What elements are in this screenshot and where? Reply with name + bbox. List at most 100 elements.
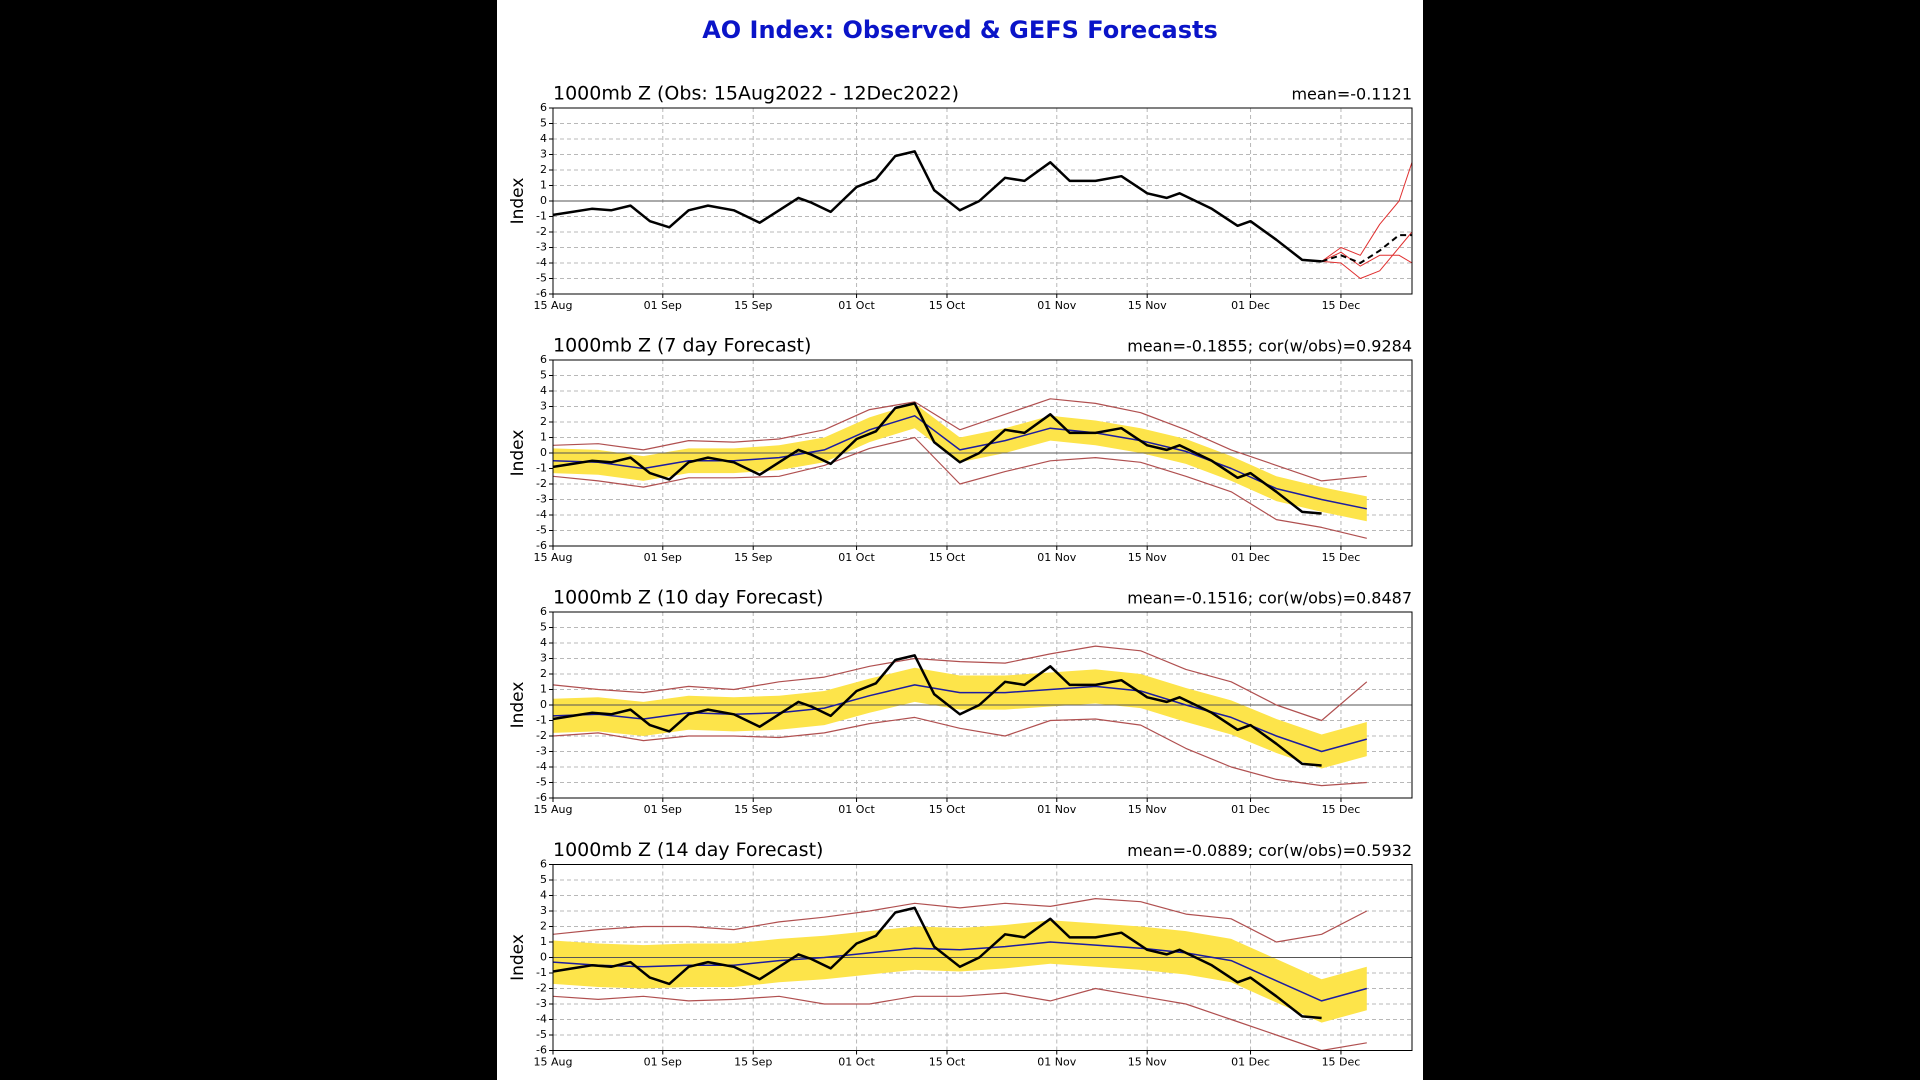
y-tick-label: -1 xyxy=(536,462,547,475)
plot-frame xyxy=(552,611,1413,799)
series-line xyxy=(553,150,1322,263)
plot-frame xyxy=(552,359,1413,547)
y-tick-label: 1 xyxy=(540,431,547,444)
series-line xyxy=(1321,251,1412,267)
y-tick-label: 5 xyxy=(540,873,547,886)
series-line xyxy=(553,684,1367,753)
series-line xyxy=(553,987,1367,1051)
x-tick-label: 15 Sep xyxy=(734,551,772,564)
x-tick-label: 15 Nov xyxy=(1128,1056,1167,1069)
x-tick-label: 15 Oct xyxy=(929,1056,966,1069)
x-tick-label: 01 Oct xyxy=(838,299,875,312)
x-tick-label: 01 Sep xyxy=(644,551,682,564)
spread-band xyxy=(553,920,1367,1023)
panel-stat: mean=-0.0889; cor(w/obs)=0.5932 xyxy=(1127,841,1412,860)
y-tick-label: -2 xyxy=(536,477,547,490)
x-tick-label: 01 Oct xyxy=(838,1056,875,1069)
y-tick-label: 4 xyxy=(540,889,547,902)
x-tick-label: 01 Nov xyxy=(1037,551,1076,564)
y-tick-label: 3 xyxy=(540,148,547,161)
x-tick-label: 15 Nov xyxy=(1128,299,1167,312)
series-line xyxy=(1321,231,1412,279)
panel-title: 1000mb Z (14 day Forecast) xyxy=(553,839,823,861)
x-tick-label: 15 Nov xyxy=(1128,803,1167,816)
x-tick-label: 15 Sep xyxy=(734,803,772,816)
y-tick-label: -2 xyxy=(536,982,547,995)
y-tick-label: 5 xyxy=(540,369,547,382)
y-tick-label: 3 xyxy=(540,400,547,413)
y-tick-label: 6 xyxy=(540,858,547,871)
plot-frame xyxy=(552,864,1413,1051)
panel-stat: mean=-0.1121 xyxy=(1291,85,1412,104)
y-tick-label: -5 xyxy=(536,776,547,789)
y-tick-label: -6 xyxy=(536,539,547,552)
y-tick-label: -1 xyxy=(536,966,547,979)
x-tick-label: 01 Nov xyxy=(1037,299,1076,312)
y-tick-label: 1 xyxy=(540,935,547,948)
plot-area xyxy=(553,898,1412,1051)
y-tick-label: -5 xyxy=(536,1028,547,1041)
y-tick-label: 2 xyxy=(540,920,547,933)
panel-title: 1000mb Z (Obs: 15Aug2022 - 12Dec2022) xyxy=(553,83,959,105)
y-tick-label: 0 xyxy=(540,194,547,207)
x-tick-label: 15 Dec xyxy=(1322,551,1361,564)
x-tick-label: 15 Dec xyxy=(1322,803,1361,816)
x-tick-label: 15 Oct xyxy=(929,803,966,816)
series-line xyxy=(1321,162,1412,262)
y-tick-label: 2 xyxy=(540,667,547,680)
x-tick-label: 15 Aug xyxy=(534,299,573,312)
y-tick-label: 2 xyxy=(540,415,547,428)
x-tick-label: 15 Sep xyxy=(734,299,772,312)
x-tick-label: 01 Sep xyxy=(644,803,682,816)
y-tick-label: 1 xyxy=(540,179,547,192)
x-tick-label: 15 Oct xyxy=(929,551,966,564)
series-line xyxy=(553,906,1322,1020)
y-tick-label: 6 xyxy=(540,101,547,114)
series-line xyxy=(553,398,1367,482)
y-tick-label: 5 xyxy=(540,117,547,130)
x-tick-label: 15 Aug xyxy=(534,1056,573,1069)
y-tick-label: 5 xyxy=(540,621,547,634)
y-tick-label: -1 xyxy=(536,714,547,727)
y-tick-label: 3 xyxy=(540,652,547,665)
panel-title: 1000mb Z (7 day Forecast) xyxy=(553,335,811,357)
y-tick-label: -1 xyxy=(536,210,547,223)
y-tick-label: 6 xyxy=(540,353,547,366)
y-tick-label: -3 xyxy=(536,493,547,506)
figure-title: AO Index: Observed & GEFS Forecasts xyxy=(702,16,1218,44)
y-tick-label: -4 xyxy=(536,1013,547,1026)
x-tick-label: 01 Dec xyxy=(1231,803,1270,816)
x-tick-label: 15 Aug xyxy=(534,551,573,564)
x-tick-label: 15 Dec xyxy=(1322,1056,1361,1069)
plot-frame xyxy=(552,107,1413,295)
y-tick-label: 0 xyxy=(540,446,547,459)
plot-area xyxy=(553,398,1412,539)
series-line xyxy=(553,402,1322,515)
x-tick-label: 01 Oct xyxy=(838,551,875,564)
y-tick-label: -4 xyxy=(536,760,547,773)
y-tick-label: -3 xyxy=(536,997,547,1010)
y-tick-label: 3 xyxy=(540,904,547,917)
series-line xyxy=(553,645,1368,722)
x-tick-label: 01 Nov xyxy=(1037,803,1076,816)
x-tick-label: 15 Nov xyxy=(1128,551,1167,564)
spread-band xyxy=(553,667,1367,769)
y-tick-label: 1 xyxy=(540,683,547,696)
y-axis-label: Index xyxy=(508,430,528,477)
figure-background xyxy=(497,0,1423,1080)
y-tick-label: -3 xyxy=(536,241,547,254)
series-line xyxy=(553,716,1367,787)
y-tick-label: 4 xyxy=(540,384,547,397)
x-tick-label: 01 Dec xyxy=(1231,551,1270,564)
series-line xyxy=(553,941,1367,1002)
y-tick-label: 4 xyxy=(540,636,547,649)
x-tick-label: 01 Oct xyxy=(838,803,875,816)
y-tick-label: -6 xyxy=(536,287,547,300)
y-tick-label: -3 xyxy=(536,745,547,758)
y-tick-label: -2 xyxy=(536,729,547,742)
x-tick-label: 15 Oct xyxy=(929,299,966,312)
series-line xyxy=(553,898,1368,943)
x-tick-label: 01 Sep xyxy=(644,299,682,312)
